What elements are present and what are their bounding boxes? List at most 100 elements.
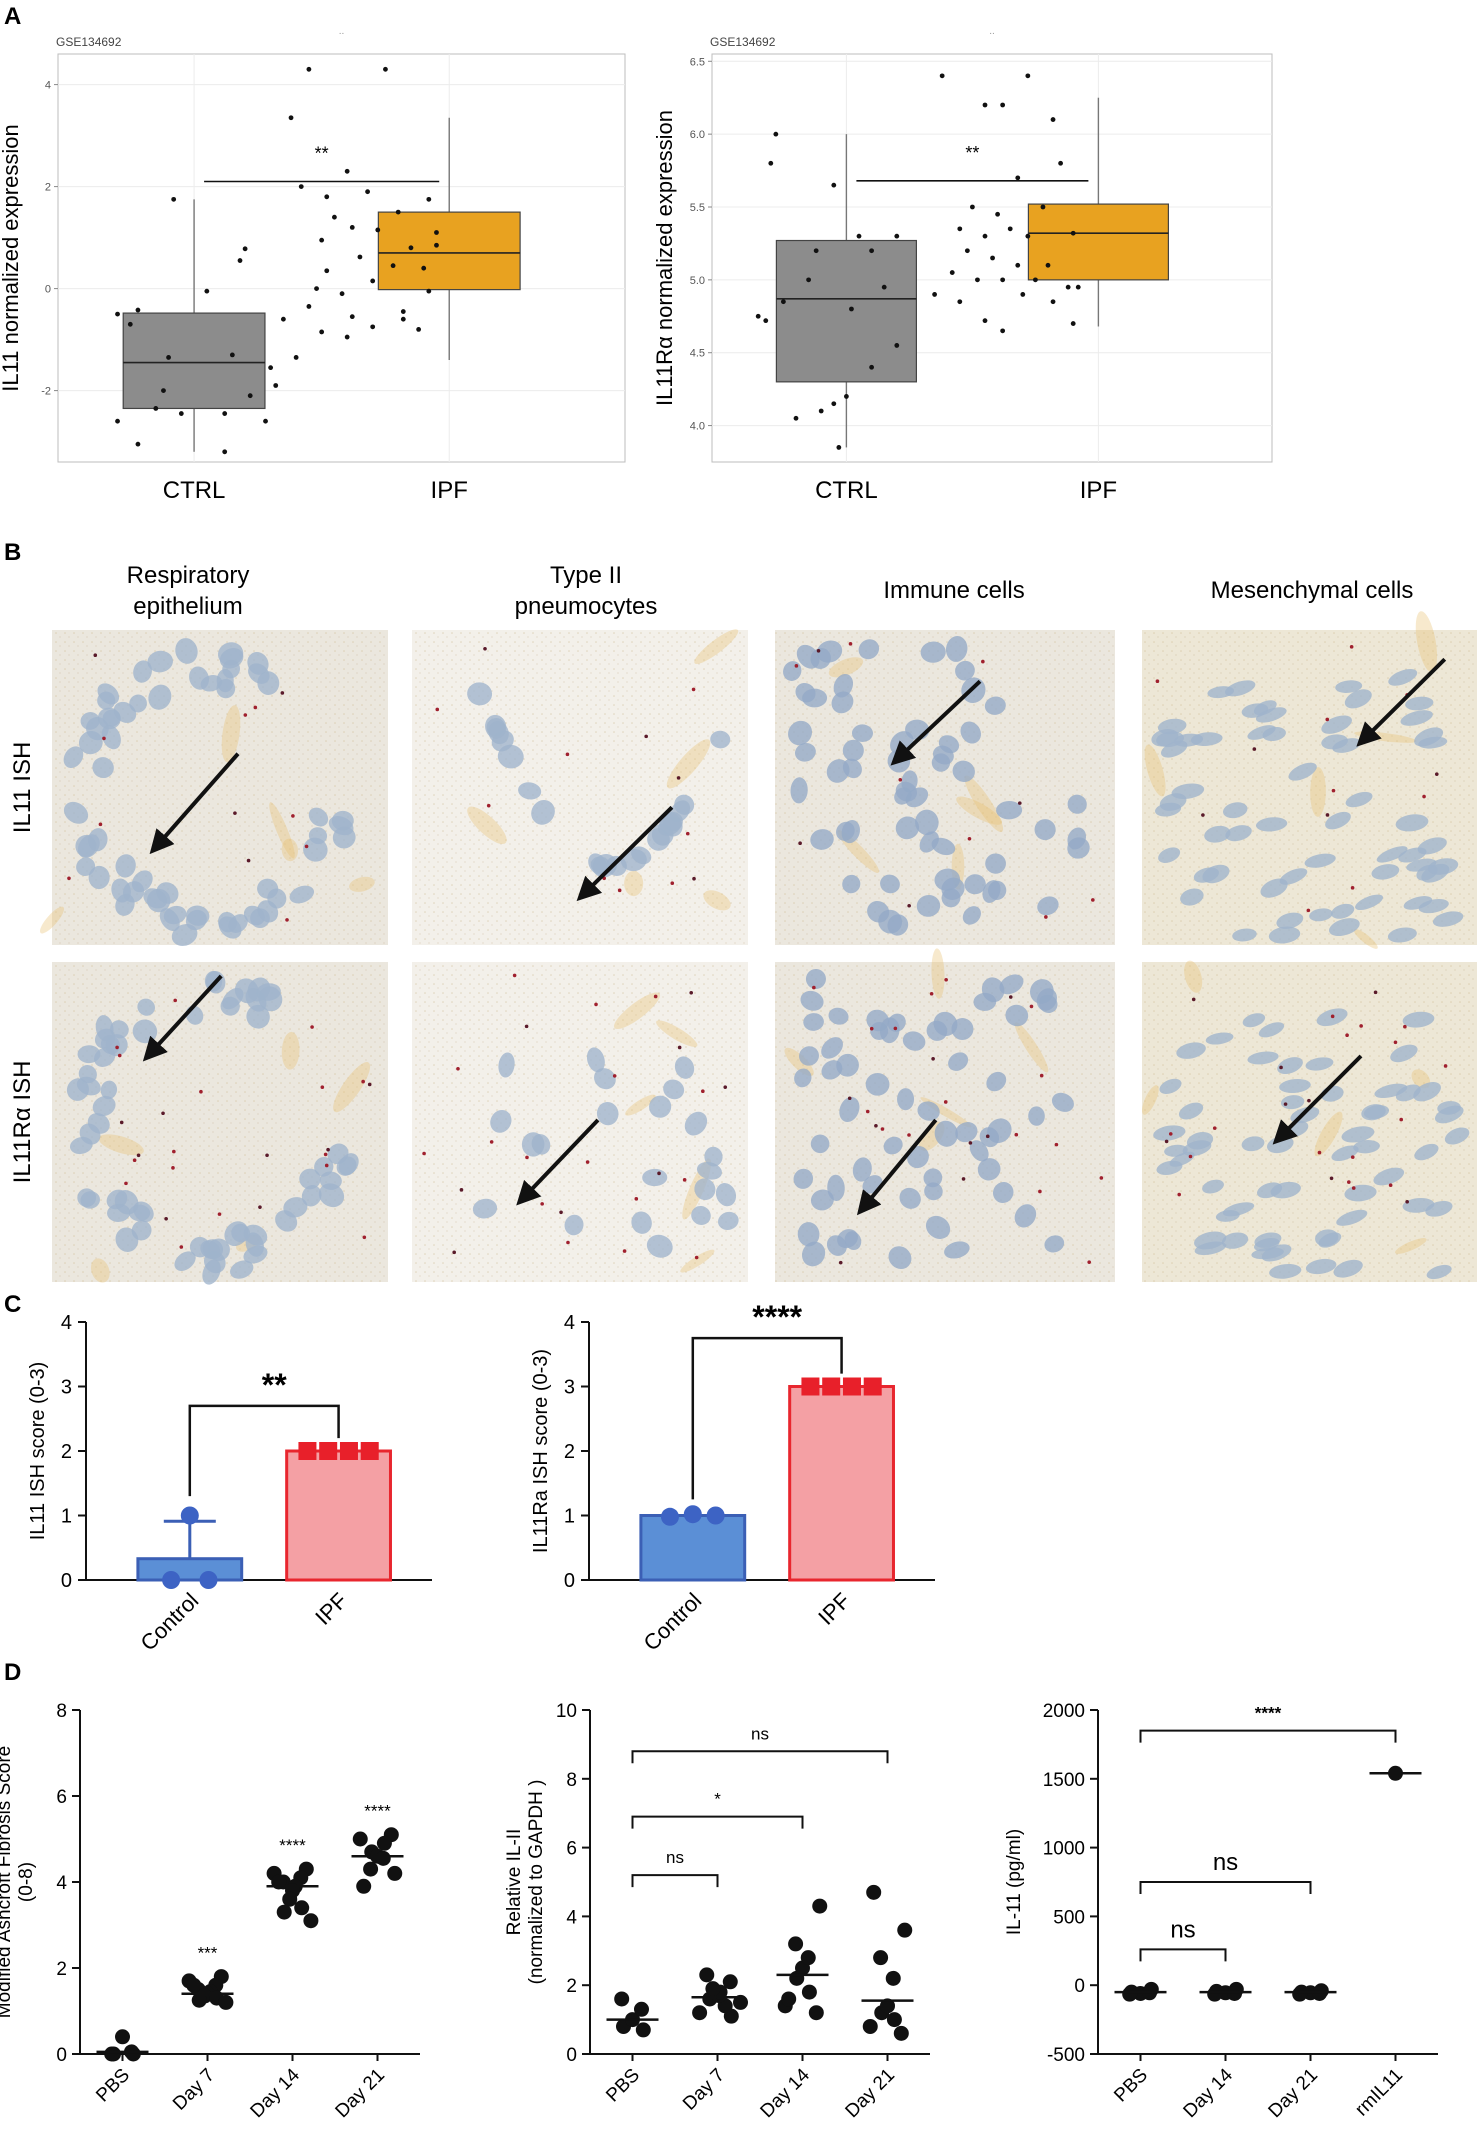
cell-nucleus: [955, 660, 975, 681]
ish-signal-dot: [847, 1096, 852, 1101]
significance-label: ns: [1213, 1849, 1238, 1876]
data-point: [280, 316, 286, 322]
cell-nucleus: [1414, 1143, 1439, 1161]
ish-signal-dot: [622, 1249, 627, 1253]
data-point: [886, 2012, 902, 2028]
data-point-circle: [683, 1505, 702, 1524]
data-point: [836, 445, 842, 450]
cell-nucleus: [1247, 1051, 1279, 1065]
cell-nucleus: [1305, 1258, 1337, 1275]
data-point: [894, 233, 900, 239]
column-label-line: Immune cells: [883, 577, 1024, 604]
data-point: [349, 225, 355, 230]
cell-nucleus: [596, 1101, 619, 1126]
ish-signal-dot: [161, 1111, 165, 1116]
row-label: IL11 ISH: [9, 742, 36, 834]
cell-nucleus: [308, 807, 329, 827]
data-point: [957, 299, 963, 305]
cell-nucleus: [1304, 853, 1336, 868]
ish-signal-dot: [1155, 679, 1160, 683]
data-point: [376, 1835, 392, 1851]
ish-signal-dot: [1345, 1033, 1349, 1038]
x-category-label: CTRL: [163, 477, 226, 504]
ish-signal-dot: [1191, 997, 1196, 1002]
stroma-fiber: [1014, 1022, 1049, 1073]
ish-signal-dot: [524, 1024, 529, 1029]
cell-nucleus: [245, 1232, 264, 1257]
significance-bracket: [631, 1815, 804, 1829]
data-point: [314, 286, 319, 291]
cell-nucleus: [1309, 908, 1333, 922]
cell-nucleus: [1067, 794, 1087, 814]
cell-nucleus: [631, 1211, 652, 1234]
panel-letter-d: D: [4, 1659, 21, 1686]
significance-stars: ****: [364, 1802, 391, 1821]
y-axis-label: IL11Rα normalized expression: [652, 110, 677, 406]
cell-nucleus: [858, 639, 880, 660]
data-point: [788, 1936, 804, 1952]
cell-nucleus: [115, 854, 136, 878]
column-label-line: Type II: [550, 562, 622, 589]
cell-nucleus: [185, 909, 207, 931]
y-tick-label: 10: [556, 1701, 577, 1722]
ish-signal-dot: [981, 659, 985, 664]
data-point: [881, 284, 887, 290]
cell-nucleus: [114, 1190, 139, 1215]
cell-nucleus: [793, 1168, 814, 1189]
ish-image-il11-2: [775, 630, 1115, 945]
cell-nucleus: [498, 1052, 515, 1078]
stroma-fiber: [1310, 767, 1326, 817]
ish-signal-dot: [1038, 1189, 1042, 1194]
data-point: [135, 307, 141, 313]
data-point: [1000, 277, 1006, 283]
cell-nucleus: [691, 1205, 711, 1225]
cell-nucleus: [852, 1157, 872, 1182]
data-point: [222, 411, 228, 416]
column-label-line: Respiratory: [127, 562, 250, 589]
data-point: [166, 355, 171, 360]
data-point-square: [801, 1377, 820, 1396]
ish-signal-dot: [525, 1155, 529, 1160]
data-point: [831, 401, 837, 407]
cell-nucleus: [941, 877, 965, 900]
ish-signal-dot: [367, 1082, 372, 1087]
ish-signal-dot: [1014, 1132, 1019, 1137]
cell-nucleus: [888, 1246, 912, 1269]
ish-signal-dot: [246, 858, 251, 863]
x-category-label: Control: [136, 1588, 204, 1656]
data-point: [1070, 230, 1076, 236]
data-point: [614, 1991, 630, 2007]
cell-nucleus: [810, 829, 834, 850]
data-point: [324, 268, 330, 274]
cell-nucleus: [1037, 896, 1059, 916]
data-point: [349, 314, 355, 320]
ish-signal-dot: [1279, 1065, 1283, 1070]
data-point: [699, 1967, 715, 1983]
ish-signal-dot: [362, 1235, 367, 1240]
cell-nucleus: [1178, 1102, 1204, 1120]
y-axis-label: Modified Ashcroft Fibrosis Score(0-8): [0, 1746, 37, 2018]
cell-nucleus: [718, 1211, 739, 1231]
cell-nucleus: [66, 1078, 89, 1101]
cell-nucleus: [985, 853, 1006, 874]
data-point: [416, 327, 422, 332]
ish-signal-dot: [1039, 1073, 1044, 1078]
cell-nucleus: [1169, 1151, 1195, 1167]
ish-signal-dot: [361, 1079, 365, 1084]
ish-signal-dot: [1405, 1199, 1409, 1204]
data-point: [964, 248, 970, 254]
data-point: [763, 318, 769, 324]
data-point: [781, 299, 786, 305]
y-tick-label: 6: [566, 1839, 577, 1860]
data-point: [831, 182, 837, 188]
x-category-label: IPF: [310, 1588, 352, 1630]
cell-nucleus: [1268, 926, 1301, 944]
ish-signal-dot: [1099, 1176, 1104, 1180]
ish-signal-dot: [320, 1085, 325, 1089]
stroma-fiber: [349, 876, 375, 892]
x-category-label: Day 21: [332, 2065, 389, 2122]
ish-signal-dot: [1177, 1192, 1181, 1197]
y-tick-label: 0: [56, 2045, 67, 2066]
ish-signal-dot: [280, 691, 285, 695]
cell-nucleus: [923, 1168, 943, 1188]
